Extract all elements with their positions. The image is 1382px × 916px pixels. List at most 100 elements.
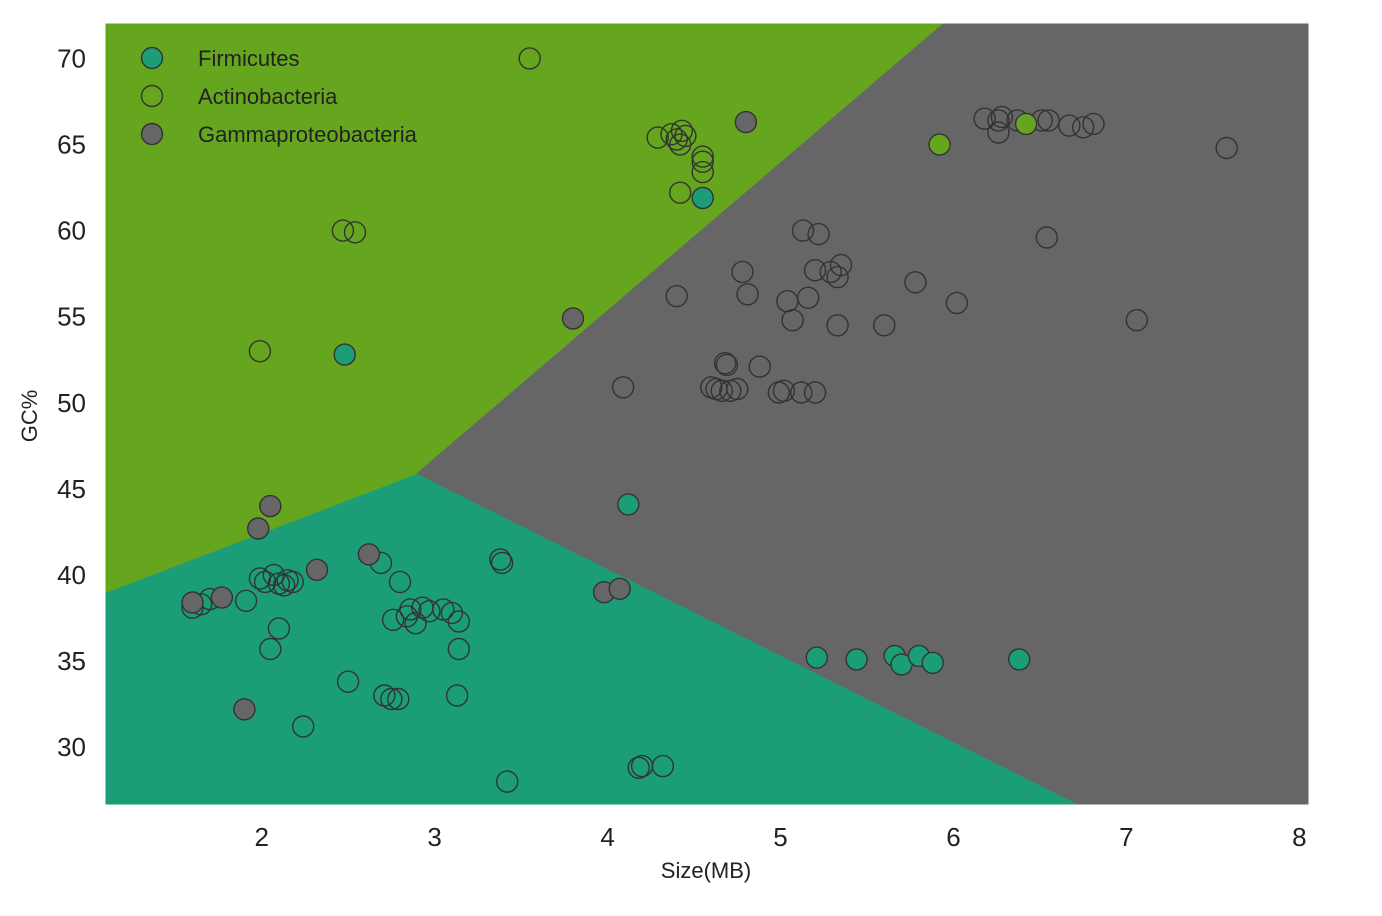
- point-gammaproteobacteria: [734, 110, 758, 134]
- sample-point: [726, 377, 749, 401]
- point-firmicutes: [805, 646, 828, 669]
- sample-point: [791, 219, 815, 242]
- sample-point: [714, 352, 737, 375]
- sample-point: [990, 105, 1014, 129]
- sample-point: [665, 284, 688, 308]
- sample-point: [987, 121, 1010, 144]
- sample-point: [904, 271, 927, 294]
- y-axis-ticks: 30 35 40 45 50 55 60 65 70: [57, 43, 86, 762]
- sample-point: [272, 574, 296, 597]
- y-tick-label: 40: [57, 560, 86, 590]
- legend-label-actinobacteria: Actinobacteria: [198, 84, 338, 109]
- point-gammaproteobacteria: [357, 543, 381, 566]
- sample-point: [807, 222, 830, 246]
- sample-point: [447, 610, 470, 633]
- sample-point: [1082, 112, 1105, 136]
- sample-point: [674, 124, 697, 148]
- sample-point: [281, 570, 304, 594]
- sample-point: [627, 756, 650, 779]
- sample-point: [748, 355, 771, 378]
- x-tick-label: 5: [773, 822, 787, 852]
- sample-point: [331, 219, 355, 242]
- sample-point: [611, 376, 635, 399]
- point-gammaproteobacteria: [181, 591, 204, 614]
- sample-point: [387, 687, 410, 711]
- sample-point: [380, 687, 403, 711]
- point-firmicutes: [691, 186, 714, 210]
- sample-point: [715, 353, 739, 377]
- x-axis-label: Size(MB): [661, 858, 751, 883]
- point-gammaproteobacteria: [247, 517, 270, 540]
- sample-point: [803, 259, 827, 282]
- sample-point: [829, 253, 853, 277]
- sample-point: [1058, 114, 1081, 137]
- background-points: [181, 105, 1238, 793]
- sample-point: [490, 551, 514, 575]
- sample-point: [691, 160, 714, 184]
- point-gammaproteobacteria: [259, 494, 282, 518]
- point-firmicutes: [617, 493, 640, 516]
- x-tick-label: 3: [427, 822, 441, 852]
- sample-point: [343, 221, 367, 244]
- legend: Firmicutes Actinobacteria Gammaproteobacte…: [140, 46, 418, 147]
- sample-point: [489, 548, 512, 571]
- sample-point: [445, 684, 469, 707]
- x-tick-label: 2: [254, 822, 268, 852]
- y-tick-label: 35: [57, 646, 86, 676]
- sample-point: [691, 145, 714, 168]
- x-tick-label: 4: [600, 822, 614, 852]
- x-axis-ticks: 2 3 4 5 6 7 8: [254, 822, 1306, 852]
- sample-point: [440, 601, 464, 625]
- sample-point: [651, 754, 675, 778]
- point-gammaproteobacteria: [233, 698, 256, 721]
- legend-marker-actinobacteria: [140, 84, 164, 108]
- sample-point: [781, 309, 804, 332]
- sample-point: [670, 119, 694, 143]
- sample-point: [731, 260, 754, 284]
- sample-point: [710, 379, 733, 402]
- sample-point: [336, 670, 360, 693]
- y-tick-label: 65: [57, 130, 86, 160]
- sample-point: [292, 715, 315, 738]
- sample-point: [234, 589, 258, 612]
- y-tick-label: 45: [57, 474, 86, 504]
- point-firmicutes: [1008, 648, 1031, 671]
- sample-point: [646, 126, 669, 149]
- sample-point: [381, 608, 405, 631]
- sample-point: [945, 291, 969, 315]
- sample-point: [1071, 116, 1095, 139]
- sample-point: [1215, 136, 1238, 160]
- x-tick-label: 7: [1119, 822, 1133, 852]
- point-gammaproteobacteria: [210, 586, 234, 609]
- legend-marker-firmicutes: [140, 46, 164, 70]
- decision-regions: [105, 23, 1309, 805]
- point-gammaproteobacteria: [561, 307, 585, 330]
- point-firmicutes: [845, 648, 868, 671]
- sample-point: [691, 150, 714, 173]
- sample-point: [803, 381, 827, 404]
- point-actinobacteria: [1014, 112, 1038, 136]
- sample-point: [826, 265, 849, 289]
- y-tick-label: 55: [57, 302, 86, 332]
- sample-point: [1037, 109, 1060, 132]
- sample-point: [418, 600, 441, 623]
- point-actinobacteria: [518, 47, 541, 70]
- point-actinobacteria: [928, 133, 951, 156]
- y-tick-label: 50: [57, 388, 86, 418]
- y-tick-label: 60: [57, 216, 86, 246]
- x-tick-label: 6: [946, 822, 960, 852]
- point-firmicutes: [921, 651, 944, 674]
- sample-point: [248, 340, 272, 363]
- sample-point: [253, 570, 277, 594]
- sample-point: [790, 381, 813, 404]
- sample-point: [447, 637, 470, 661]
- region-gammaproteobacteria: [416, 23, 1309, 805]
- legend-marker-gammaproteobacteria: [140, 122, 164, 146]
- sample-point: [669, 181, 692, 204]
- point-gammaproteobacteria: [608, 577, 631, 600]
- sample-point: [388, 570, 412, 594]
- sample-point: [797, 286, 820, 309]
- sample-point: [1035, 226, 1059, 249]
- y-tick-label: 70: [57, 43, 86, 73]
- sample-point: [267, 617, 291, 640]
